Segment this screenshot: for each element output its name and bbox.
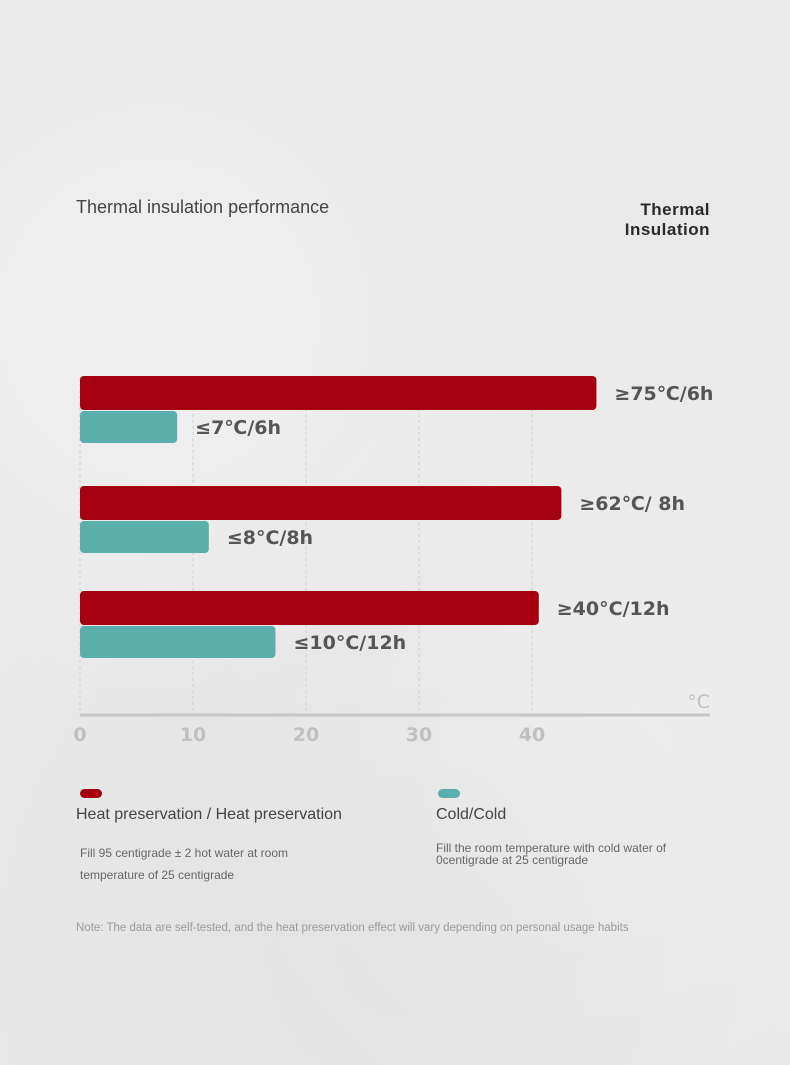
- bar-label-cold-1: ≤7℃/6h: [195, 417, 281, 439]
- bar-hot-1: [80, 376, 597, 410]
- x-tick-40: 40: [519, 724, 545, 746]
- footnote: Note: The data are self-tested, and the …: [76, 922, 629, 934]
- legend-desc-cold-line1: Fill the room temperature with cold wate…: [436, 841, 667, 855]
- x-tick-0: 0: [73, 724, 86, 746]
- x-tick-30: 30: [406, 724, 432, 746]
- bar-label-cold-3: ≤10°C/12h: [293, 632, 406, 654]
- thermal-insulation-label: Thermal Insulation: [624, 200, 710, 239]
- chart-title: Thermal insulation performance: [76, 197, 330, 217]
- bar-label-hot-3: ≥40°C/12h: [557, 598, 670, 620]
- legend-swatch-hot: [80, 789, 102, 798]
- bar-hot-2: [80, 486, 562, 520]
- legend-label-cold: Cold/Cold: [436, 806, 507, 823]
- legend-hot: Heat preservation / Heat preservation Fi…: [76, 789, 342, 886]
- legend-swatch-cold: [438, 789, 460, 798]
- bar-cold-2: [80, 521, 209, 553]
- bar-label-hot-2: ≥62℃/ 8h: [579, 493, 685, 515]
- legend-desc-cold-line2: 0centigrade at 25 centigrade: [436, 853, 589, 867]
- legend-desc-hot: Fill 95 centigrade ± 2 hot water at room…: [80, 842, 342, 886]
- legend-desc-hot-line1: Fill 95 centigrade ± 2 hot water at room: [80, 846, 289, 860]
- bar-label-cold-2: ≤8°C/8h: [227, 527, 313, 549]
- legend-cold: Cold/Cold Fill the room temperature with…: [436, 789, 666, 866]
- legend-label-hot: Heat preservation / Heat preservation: [76, 806, 342, 823]
- legend-desc-hot-line2: temperature of 25 centigrade: [80, 868, 235, 882]
- x-axis-unit: °C: [687, 691, 710, 713]
- bar-cold-1: [80, 411, 178, 443]
- bar-label-hot-1: ≥75℃/6h: [614, 383, 713, 405]
- bar-hot-3: [80, 591, 539, 625]
- bar-cold-3: [80, 626, 276, 658]
- x-tick-20: 20: [293, 724, 319, 746]
- legend-desc-cold: Fill the room temperature with cold wate…: [436, 842, 666, 866]
- x-tick-10: 10: [180, 724, 206, 746]
